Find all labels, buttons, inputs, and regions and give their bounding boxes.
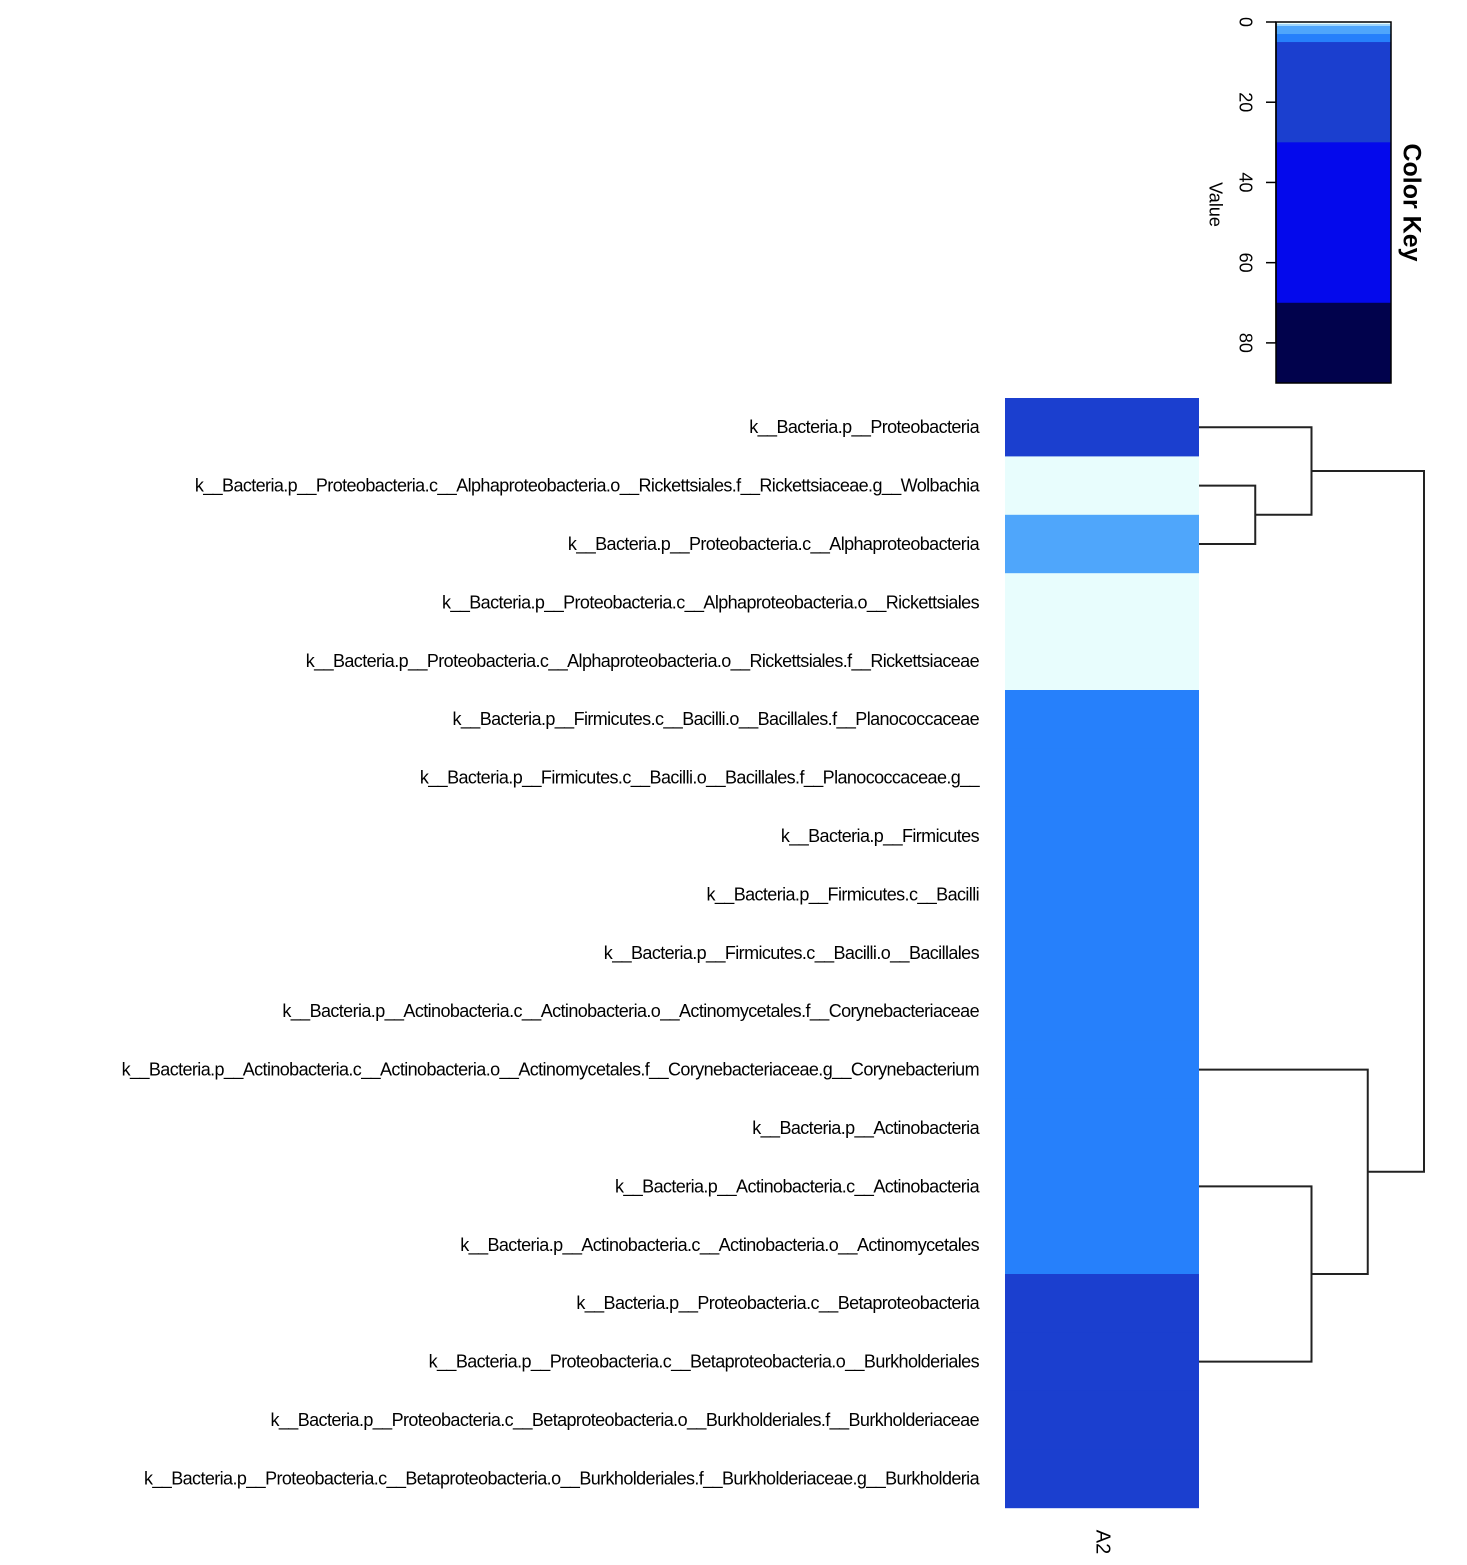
heatmap-cell bbox=[1005, 690, 1199, 749]
heatmap-cell bbox=[1005, 748, 1199, 808]
row-label: k__Bacteria.p__Proteobacteria.c__Alphapr… bbox=[195, 476, 981, 497]
row-label: k__Bacteria.p__Proteobacteria.c__Betapro… bbox=[576, 1293, 980, 1314]
dendrogram-branch bbox=[1199, 484, 1257, 545]
color-key-bin bbox=[1276, 34, 1391, 43]
heatmap-cell bbox=[1005, 514, 1199, 574]
row-label: k__Bacteria.p__Proteobacteria.c__Alphapr… bbox=[568, 534, 981, 555]
row-label: k__Bacteria.p__Actinobacteria bbox=[752, 1118, 980, 1139]
heatmap-cell bbox=[1005, 1274, 1199, 1333]
dendrogram-branch bbox=[1199, 1068, 1369, 1275]
heatmap-cell bbox=[1005, 631, 1199, 691]
row-label: k__Bacteria.p__Actinobacteria.c__Actinob… bbox=[282, 1001, 979, 1022]
color-key-bin bbox=[1276, 142, 1391, 304]
column-labels: A2 bbox=[1092, 1530, 1114, 1554]
color-key: 0 20 40 60 80 Color Key Value bbox=[1205, 17, 1425, 384]
color-key-tick-label: 0 bbox=[1235, 17, 1255, 27]
column-label: A2 bbox=[1092, 1530, 1114, 1554]
color-key-bin bbox=[1276, 22, 1391, 25]
heatmap-cell bbox=[1005, 456, 1199, 516]
heatmap-cell bbox=[1005, 1098, 1199, 1158]
row-label: k__Bacteria.p__Proteobacteria.c__Betapro… bbox=[271, 1410, 980, 1431]
heatmap-cell bbox=[1005, 1449, 1199, 1509]
row-label: k__Bacteria.p__Proteobacteria bbox=[749, 417, 980, 438]
row-label: k__Bacteria.p__Firmicutes bbox=[781, 826, 980, 847]
color-key-bin bbox=[1276, 302, 1391, 384]
heatmap-cell bbox=[1005, 806, 1199, 866]
row-dendrogram bbox=[1199, 426, 1425, 1363]
row-label: k__Bacteria.p__Actinobacteria.c__Actinob… bbox=[122, 1060, 979, 1081]
row-label: k__Bacteria.p__Proteobacteria.c__Alphapr… bbox=[442, 592, 980, 613]
row-label: k__Bacteria.p__Firmicutes.c__Bacilli bbox=[706, 884, 979, 905]
row-label: k__Bacteria.p__Actinobacteria.c__Actinob… bbox=[460, 1235, 979, 1256]
color-key-axis-label: Value bbox=[1205, 182, 1225, 227]
heatmap-cell bbox=[1005, 573, 1199, 633]
color-key-title: Color Key bbox=[1397, 143, 1425, 261]
row-label: k__Bacteria.p__Proteobacteria.c__Alphapr… bbox=[306, 651, 980, 672]
heatmap-cell bbox=[1005, 865, 1199, 925]
heatmap-cell bbox=[1005, 1040, 1199, 1100]
row-label: k__Bacteria.p__Firmicutes.c__Bacilli.o__… bbox=[420, 768, 981, 789]
color-key-bin bbox=[1276, 42, 1391, 143]
heatmap-cells bbox=[1005, 398, 1199, 1509]
color-key-bins bbox=[1276, 22, 1391, 384]
heatmap-cell bbox=[1005, 1390, 1199, 1450]
row-label: k__Bacteria.p__Proteobacteria.c__Betapro… bbox=[144, 1468, 981, 1489]
color-key-bin bbox=[1276, 24, 1391, 27]
color-key-tick-label: 80 bbox=[1235, 333, 1255, 353]
heatmap-cell bbox=[1005, 982, 1199, 1041]
heatmap-cell bbox=[1005, 1157, 1199, 1217]
row-label: k__Bacteria.p__Firmicutes.c__Bacilli.o__… bbox=[452, 709, 979, 730]
heatmap-cell bbox=[1005, 1215, 1199, 1275]
row-label: k__Bacteria.p__Proteobacteria.c__Betapro… bbox=[429, 1352, 980, 1373]
color-key-tick-label: 20 bbox=[1235, 92, 1255, 112]
row-labels: k__Bacteria.p__Proteobacteria k__Bacteria… bbox=[122, 417, 982, 1489]
dendrogram-branch bbox=[1199, 1185, 1313, 1363]
color-key-axis: 0 20 40 60 80 bbox=[1235, 17, 1277, 353]
heatmap-cell bbox=[1005, 398, 1199, 457]
color-key-tick-label: 40 bbox=[1235, 172, 1255, 192]
row-label: k__Bacteria.p__Firmicutes.c__Bacilli.o__… bbox=[604, 943, 980, 964]
heatmap-cell bbox=[1005, 1332, 1199, 1392]
dendrogram-branch bbox=[1311, 470, 1425, 1173]
color-key-bin bbox=[1276, 26, 1391, 35]
color-key-tick-label: 60 bbox=[1235, 253, 1255, 273]
heatmap-cell bbox=[1005, 923, 1199, 983]
row-label: k__Bacteria.p__Actinobacteria.c__Actinob… bbox=[615, 1176, 981, 1197]
